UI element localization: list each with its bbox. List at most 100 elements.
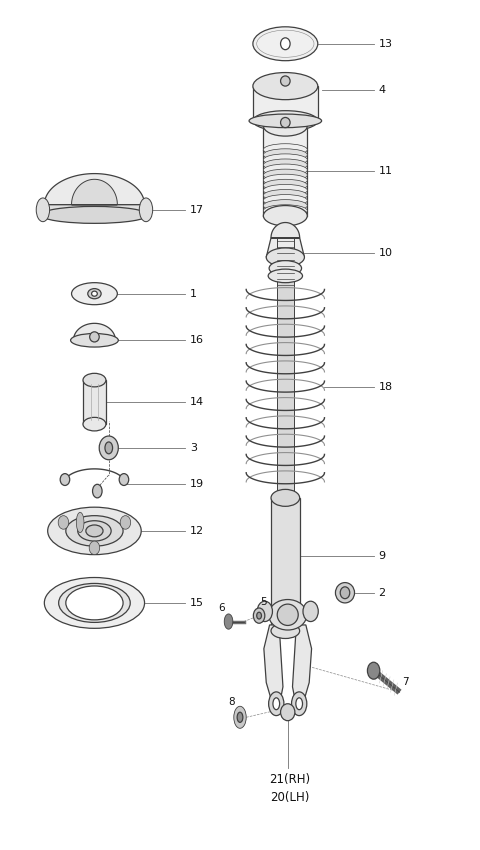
Ellipse shape bbox=[59, 583, 130, 622]
Ellipse shape bbox=[264, 195, 307, 207]
Text: 12: 12 bbox=[190, 526, 204, 536]
Ellipse shape bbox=[271, 490, 300, 507]
Ellipse shape bbox=[281, 37, 290, 49]
Polygon shape bbox=[83, 380, 106, 424]
Ellipse shape bbox=[257, 612, 262, 619]
Ellipse shape bbox=[291, 692, 307, 716]
Ellipse shape bbox=[92, 292, 97, 296]
Ellipse shape bbox=[88, 289, 101, 298]
Ellipse shape bbox=[264, 169, 307, 181]
Ellipse shape bbox=[271, 623, 300, 638]
Ellipse shape bbox=[234, 706, 246, 728]
Ellipse shape bbox=[253, 608, 265, 623]
Ellipse shape bbox=[257, 601, 273, 621]
Ellipse shape bbox=[48, 507, 141, 555]
Polygon shape bbox=[40, 205, 148, 215]
Polygon shape bbox=[264, 625, 283, 706]
Text: 1: 1 bbox=[190, 289, 197, 298]
Text: 14: 14 bbox=[190, 397, 204, 407]
Ellipse shape bbox=[264, 144, 307, 156]
Ellipse shape bbox=[269, 692, 284, 716]
Ellipse shape bbox=[303, 601, 318, 621]
Ellipse shape bbox=[44, 577, 144, 628]
Polygon shape bbox=[71, 323, 118, 340]
Ellipse shape bbox=[264, 154, 307, 166]
Text: 15: 15 bbox=[190, 598, 204, 608]
Polygon shape bbox=[271, 223, 300, 238]
Ellipse shape bbox=[139, 198, 153, 222]
Ellipse shape bbox=[264, 149, 307, 161]
Ellipse shape bbox=[264, 116, 307, 136]
Text: 6: 6 bbox=[218, 603, 225, 613]
Ellipse shape bbox=[99, 436, 118, 460]
Ellipse shape bbox=[36, 198, 49, 222]
Ellipse shape bbox=[264, 205, 307, 217]
Ellipse shape bbox=[264, 159, 307, 171]
Polygon shape bbox=[271, 498, 300, 631]
Ellipse shape bbox=[120, 516, 131, 530]
Ellipse shape bbox=[253, 110, 318, 131]
Ellipse shape bbox=[269, 261, 301, 276]
Ellipse shape bbox=[237, 712, 243, 722]
Ellipse shape bbox=[367, 662, 380, 679]
Text: 10: 10 bbox=[378, 248, 392, 258]
Ellipse shape bbox=[264, 190, 307, 201]
Text: 18: 18 bbox=[378, 382, 393, 392]
Ellipse shape bbox=[66, 586, 123, 620]
Polygon shape bbox=[292, 625, 312, 706]
Ellipse shape bbox=[71, 333, 118, 347]
Ellipse shape bbox=[249, 114, 322, 128]
Ellipse shape bbox=[264, 184, 307, 196]
Text: 19: 19 bbox=[190, 479, 204, 490]
Ellipse shape bbox=[273, 698, 280, 710]
Ellipse shape bbox=[60, 473, 70, 485]
Ellipse shape bbox=[340, 586, 350, 598]
Text: 17: 17 bbox=[190, 205, 204, 215]
Ellipse shape bbox=[266, 248, 304, 267]
Text: 2: 2 bbox=[378, 587, 385, 598]
Text: 3: 3 bbox=[190, 443, 197, 453]
Polygon shape bbox=[72, 179, 117, 205]
Ellipse shape bbox=[264, 174, 307, 186]
Polygon shape bbox=[264, 126, 307, 150]
Text: 21(RH): 21(RH) bbox=[270, 773, 311, 785]
Ellipse shape bbox=[281, 117, 290, 128]
Text: 20(LH): 20(LH) bbox=[270, 791, 310, 804]
Ellipse shape bbox=[93, 484, 102, 498]
Ellipse shape bbox=[78, 521, 111, 541]
Ellipse shape bbox=[253, 72, 318, 99]
Text: 16: 16 bbox=[190, 335, 204, 345]
Polygon shape bbox=[253, 86, 318, 121]
Ellipse shape bbox=[336, 582, 355, 603]
Text: 4: 4 bbox=[378, 85, 385, 95]
Text: 7: 7 bbox=[402, 677, 408, 687]
Ellipse shape bbox=[268, 269, 302, 283]
Ellipse shape bbox=[253, 27, 318, 60]
Ellipse shape bbox=[277, 604, 298, 626]
Text: 9: 9 bbox=[378, 552, 385, 561]
Ellipse shape bbox=[83, 373, 106, 387]
Ellipse shape bbox=[66, 516, 123, 547]
Ellipse shape bbox=[105, 442, 113, 454]
Ellipse shape bbox=[90, 332, 99, 342]
Text: 11: 11 bbox=[378, 166, 392, 176]
Text: 8: 8 bbox=[228, 697, 235, 707]
Ellipse shape bbox=[264, 179, 307, 191]
Ellipse shape bbox=[264, 210, 307, 222]
Ellipse shape bbox=[83, 417, 106, 431]
Text: 5: 5 bbox=[261, 597, 267, 607]
Ellipse shape bbox=[264, 206, 307, 226]
Polygon shape bbox=[44, 173, 144, 205]
Text: 13: 13 bbox=[378, 39, 392, 48]
Ellipse shape bbox=[296, 698, 302, 710]
Ellipse shape bbox=[119, 473, 129, 485]
FancyBboxPatch shape bbox=[277, 235, 294, 635]
Polygon shape bbox=[266, 238, 304, 258]
Ellipse shape bbox=[264, 164, 307, 176]
Ellipse shape bbox=[224, 614, 233, 629]
Ellipse shape bbox=[76, 513, 84, 533]
Ellipse shape bbox=[40, 207, 148, 224]
Ellipse shape bbox=[264, 200, 307, 212]
Ellipse shape bbox=[58, 516, 69, 530]
Ellipse shape bbox=[89, 541, 100, 555]
